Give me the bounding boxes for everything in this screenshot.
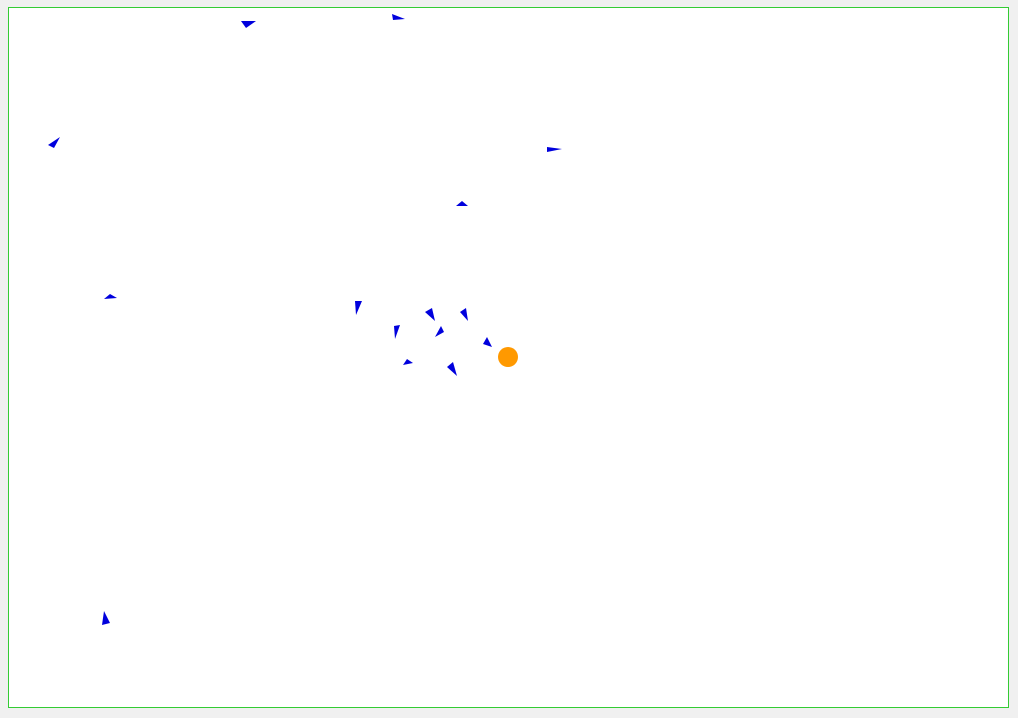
target-dot <box>498 347 518 367</box>
agent-layer <box>48 14 562 625</box>
boid-agent <box>394 325 400 339</box>
boid-agent <box>547 147 562 152</box>
boid-agent <box>447 362 457 376</box>
boid-agent <box>241 21 256 28</box>
boid-agent <box>104 294 117 299</box>
boid-agent <box>392 14 405 20</box>
boid-agent <box>425 308 435 321</box>
boid-agent <box>456 201 468 206</box>
boid-agent <box>483 337 492 347</box>
boid-agent <box>102 611 110 625</box>
boid-agent <box>403 359 413 365</box>
target-layer <box>498 347 518 367</box>
boid-agent <box>435 326 444 337</box>
boid-agent <box>355 301 362 315</box>
boid-agent <box>48 137 60 148</box>
boid-agent <box>460 308 468 321</box>
